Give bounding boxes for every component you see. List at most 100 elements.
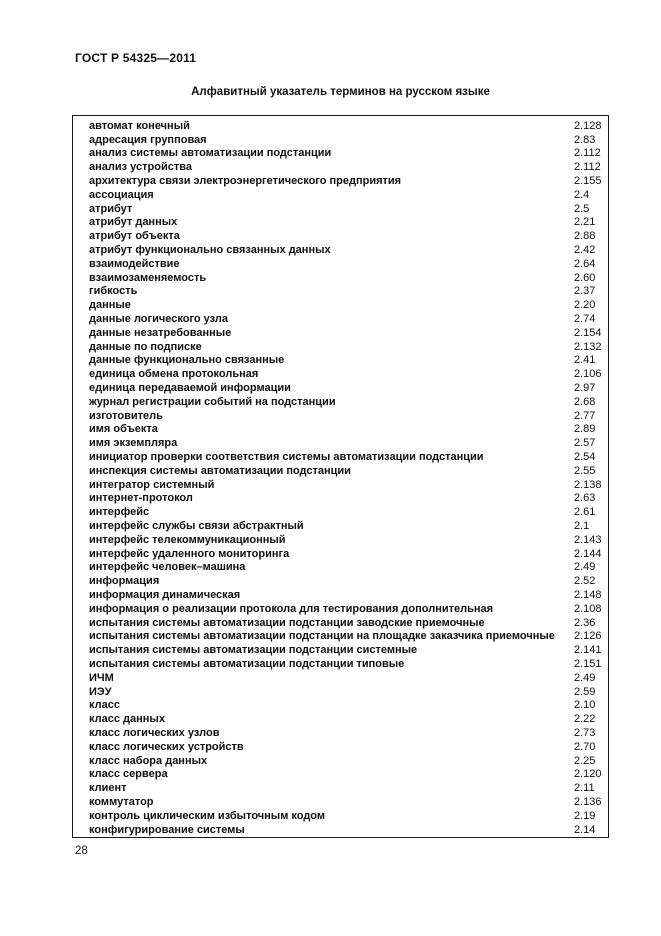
index-row: данные логического узла 2.74 (73, 312, 608, 326)
index-row: конфигурирование системы 2.14 (73, 823, 608, 837)
index-row: данные 2.20 (73, 298, 608, 312)
index-row: данные функционально связанные 2.41 (73, 354, 608, 368)
index-row: ИЧМ 2.49 (73, 671, 608, 685)
term-ref-number: 2.73 (574, 726, 596, 739)
term-ref-number: 2.132 (574, 340, 602, 353)
index-row: анализ устройства 2.112 (73, 160, 608, 174)
term-ref-number: 2.112 (574, 161, 601, 174)
index-row: коммутатор 2.136 (73, 795, 608, 809)
term-ref-number: 2.68 (574, 395, 596, 408)
index-row: автомат конечный 2.128 (73, 119, 608, 133)
term-ref-number: 2.37 (574, 285, 596, 298)
index-row: интерфейс службы связи абстрактный 2.1 (73, 519, 608, 533)
term-label: инспекция системы автоматизации подстанц… (89, 464, 351, 477)
index-row: атрибут 2.5 (73, 202, 608, 216)
index-row: атрибут данных 2.21 (73, 216, 608, 230)
index-row: атрибут объекта 2.88 (73, 229, 608, 243)
term-label: интерфейс службы связи абстрактный (89, 520, 304, 532)
term-ref-number: 2.22 (574, 713, 596, 726)
term-label: атрибут объекта (89, 230, 180, 243)
term-ref-number: 2.120 (574, 768, 602, 781)
index-row: данные по подписке 2.132 (73, 340, 608, 354)
term-ref-number: 2.88 (574, 230, 596, 243)
index-row: изготовитель 2.77 (73, 409, 608, 423)
term-ref-number: 2.63 (574, 492, 596, 505)
index-row: инициатор проверки соответствия системы … (73, 450, 608, 464)
index-row: информация 2.52 (73, 574, 608, 588)
term-label: класс набора данных (89, 754, 208, 767)
term-label: класс (89, 699, 120, 712)
term-ref-number: 2.108 (574, 602, 602, 615)
term-ref-number: 2.89 (574, 423, 596, 436)
term-label: интегратор системный (89, 478, 215, 491)
index-row: интегратор системный 2.138 (73, 478, 608, 492)
term-ref-number: 2.143 (574, 533, 602, 546)
term-label: испытания системы автоматизации подстанц… (89, 630, 555, 643)
term-ref-number: 2.138 (574, 478, 602, 491)
index-row: испытания системы автоматизации подстанц… (73, 657, 608, 671)
index-row: испытания системы автоматизации подстанц… (73, 616, 608, 630)
term-ref-number: 2.36 (574, 616, 596, 629)
term-ref-number: 2.148 (574, 588, 602, 601)
term-ref-number: 2.20 (574, 299, 596, 312)
index-row: инспекция системы автоматизации подстанц… (73, 464, 608, 478)
term-label: имя объекта (89, 423, 158, 436)
term-label: испытания системы автоматизации подстанц… (89, 616, 485, 629)
index-row: имя экземпляра 2.57 (73, 436, 608, 450)
index-row: клиент 2.11 (73, 781, 608, 795)
term-ref-number: 2.49 (574, 671, 596, 684)
term-ref-number: 2.21 (574, 216, 596, 229)
term-label: класс логических устройств (89, 740, 244, 753)
term-label: архитектура связи электроэнергетического… (89, 175, 402, 188)
term-label: данные (89, 299, 131, 312)
index-row: данные незатребованные 2.154 (73, 326, 608, 340)
term-label: интерфейс удаленного мониторинга (89, 547, 290, 560)
index-row: класс данных 2.22 (73, 712, 608, 726)
term-label: коммутатор (89, 795, 154, 808)
term-ref-number: 2.14 (574, 823, 596, 836)
term-label: инициатор проверки соответствия системы … (89, 451, 484, 464)
index-row: взаимодействие 2.64 (73, 257, 608, 271)
term-label: атрибут данных (89, 216, 178, 229)
term-ref-number: 2.61 (574, 506, 596, 519)
term-label: интернет-протокол (89, 492, 193, 505)
term-ref-number: 2.55 (574, 464, 596, 477)
term-ref-number: 2.64 (574, 257, 596, 270)
term-ref-number: 2.25 (574, 754, 596, 767)
term-label: имя экземпляра (89, 437, 178, 450)
index-row: атрибут функционально связанных данных 2.… (73, 243, 608, 257)
term-label: испытания системы автоматизации подстанц… (89, 657, 405, 670)
term-label: данные функционально связанные (89, 354, 285, 367)
index-row: интерфейс удаленного мониторинга 2.144 (73, 547, 608, 561)
term-ref-number: 2.97 (574, 382, 596, 395)
index-row: испытания системы автоматизации подстанц… (73, 643, 608, 657)
index-row: интерфейс телекоммуникационный 2.143 (73, 533, 608, 547)
term-label: ИЭУ (89, 685, 112, 698)
term-ref-number: 2.59 (574, 685, 596, 698)
index-row: интерфейс 2.61 (73, 505, 608, 519)
term-label: данные по подписке (89, 340, 202, 353)
term-label: атрибут (89, 202, 133, 215)
index-row: гибкость 2.37 (73, 285, 608, 299)
index-row: класс логических устройств 2.70 (73, 740, 608, 754)
term-ref-number: 2.52 (574, 575, 596, 588)
term-ref-number: 2.128 (574, 119, 602, 132)
term-ref-number: 2.74 (574, 313, 596, 326)
index-row: информация динамическая 2.148 (73, 588, 608, 602)
term-label: изготовитель (89, 409, 163, 422)
index-row: информация о реализации протокола для те… (73, 602, 608, 616)
index-row: журнал регистрации событий на подстанции… (73, 395, 608, 409)
term-ref-number: 2.5 (574, 202, 590, 215)
index-row: класс сервера 2.120 (73, 767, 608, 781)
term-label: информация о реализации протокола для те… (89, 602, 494, 615)
term-label: данные незатребованные (89, 326, 232, 339)
term-label: атрибут функционально связанных данных (89, 244, 331, 257)
term-label: анализ системы автоматизации подстанции (89, 147, 332, 160)
term-label: интерфейс человек–машина (89, 561, 246, 574)
index-row: класс 2.10 (73, 698, 608, 712)
index-row: адресация групповая 2.83 (73, 133, 608, 147)
term-ref-number: 2.141 (574, 644, 602, 657)
term-ref-number: 2.112 (574, 147, 601, 160)
term-label: контроль циклическим избыточным кодом (89, 809, 326, 822)
term-label: информация (89, 575, 160, 588)
